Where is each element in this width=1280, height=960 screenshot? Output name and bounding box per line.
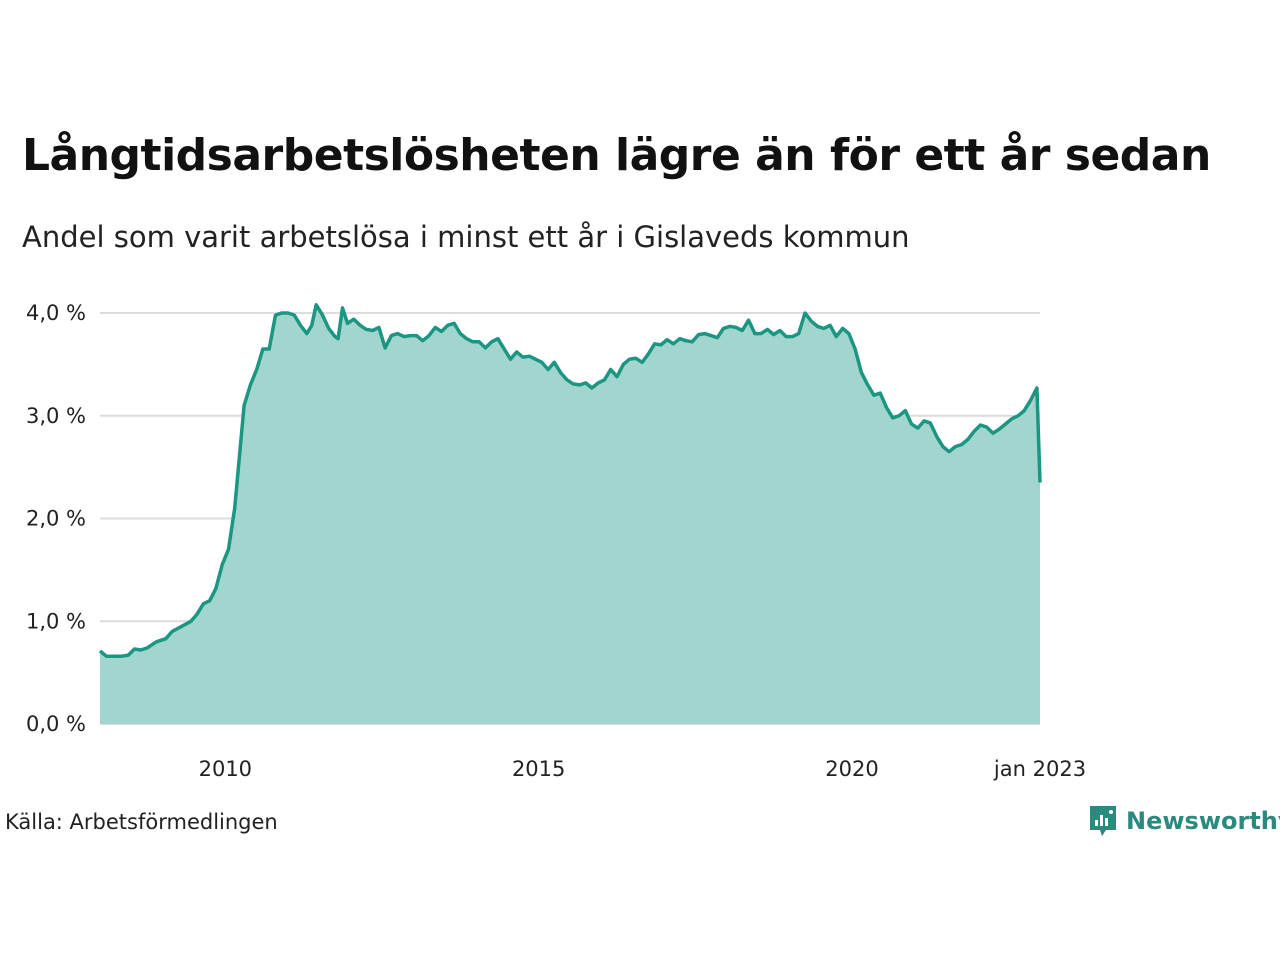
y-axis: 0,0 % 1,0 % 2,0 % 3,0 % 4,0 % (26, 301, 86, 736)
chart-title: Långtidsarbetslösheten lägre än för ett … (22, 130, 1211, 181)
y-tick-label: 0,0 % (26, 712, 86, 736)
chart-subtitle: Andel som varit arbetslösa i minst ett å… (22, 220, 910, 254)
source-note: Källa: Arbetsförmedlingen (5, 810, 278, 834)
brand-logo: Newsworthy (1088, 804, 1280, 838)
newsworthy-logo-icon (1090, 806, 1116, 836)
y-tick-label: 2,0 % (26, 507, 86, 531)
x-axis: 2010 2015 2020 jan 2023 (199, 757, 1086, 781)
brand-name: Newsworthy (1126, 807, 1280, 835)
x-tick-label: 2010 (199, 757, 252, 781)
chart-areas (98, 303, 1042, 724)
series-1-area (100, 304, 1040, 724)
y-tick-label: 4,0 % (26, 301, 86, 325)
y-tick-label: 1,0 % (26, 609, 86, 633)
series-1-line (98, 303, 1042, 658)
x-tick-label: 2020 (825, 757, 878, 781)
y-tick-label: 3,0 % (26, 404, 86, 428)
x-tick-label: 2015 (512, 757, 565, 781)
x-tick-label: jan 2023 (993, 757, 1086, 781)
